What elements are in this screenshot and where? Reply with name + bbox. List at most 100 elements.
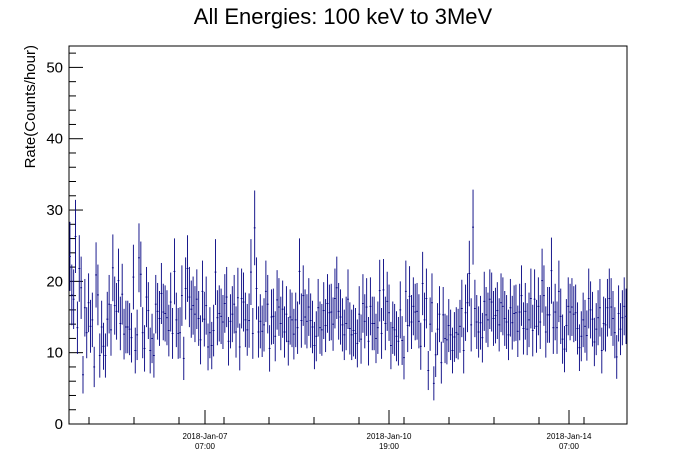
data-point <box>111 234 114 302</box>
data-point <box>106 291 109 347</box>
y-axis-label: Rate(Counts/hour) <box>22 45 39 168</box>
data-point <box>528 292 530 348</box>
y-tick-label: 50 <box>46 59 63 76</box>
data-point <box>87 273 90 333</box>
data-point <box>578 324 581 372</box>
data-point <box>505 295 508 349</box>
data-point <box>481 312 484 363</box>
data-point <box>192 276 195 335</box>
plot-area <box>68 45 628 425</box>
data-point <box>296 301 299 354</box>
data-point <box>244 292 247 348</box>
data-point <box>82 356 84 394</box>
data-point <box>444 313 446 364</box>
data-point <box>591 291 594 347</box>
data-point <box>123 308 125 360</box>
data-point <box>279 296 282 351</box>
data-point <box>214 239 217 306</box>
data-point <box>541 248 544 313</box>
x-tick-label-time: 07:00 <box>195 442 216 451</box>
data-point <box>179 307 181 359</box>
data-point <box>529 268 532 329</box>
data-point <box>184 257 187 320</box>
data-point <box>356 319 359 368</box>
data-point <box>427 350 430 391</box>
data-point <box>360 314 362 364</box>
data-point <box>80 256 83 319</box>
data-point <box>589 281 592 339</box>
data-point <box>623 277 626 336</box>
data-point <box>436 303 439 356</box>
y-tick-label: 0 <box>55 416 63 433</box>
data-point <box>70 264 73 326</box>
data-point <box>483 271 486 331</box>
data-point <box>132 244 135 310</box>
data-point <box>475 295 478 349</box>
data-point <box>330 283 333 341</box>
data-point <box>227 316 230 366</box>
data-point <box>421 251 424 316</box>
data-point <box>201 260 204 323</box>
data-point <box>612 291 614 346</box>
data-point <box>238 323 241 371</box>
data-point <box>384 296 387 351</box>
data-point <box>158 291 161 346</box>
data-point <box>285 286 288 343</box>
data-point <box>100 300 103 354</box>
data-point <box>459 299 461 353</box>
data-point <box>311 300 314 354</box>
data-point <box>550 237 553 304</box>
data-point <box>468 240 471 307</box>
data-point <box>166 290 168 346</box>
data-point <box>375 313 377 364</box>
data-point <box>554 283 557 341</box>
data-point <box>556 301 558 354</box>
data-point <box>348 302 351 355</box>
data-point <box>164 285 167 342</box>
data-point <box>511 295 514 350</box>
data-point <box>515 284 517 341</box>
data-point <box>447 299 450 353</box>
data-point <box>369 277 372 336</box>
data-point <box>561 314 564 364</box>
data-point <box>216 290 219 346</box>
data-point <box>177 308 180 359</box>
data-point <box>445 315 448 365</box>
data-point <box>199 315 202 365</box>
data-point <box>361 274 364 333</box>
data-point <box>576 302 579 355</box>
data-point <box>89 299 92 353</box>
data-point <box>175 292 178 348</box>
data-point <box>332 297 335 351</box>
data-point <box>186 235 189 302</box>
data-point <box>276 270 279 330</box>
data-point <box>509 278 512 337</box>
data-point <box>472 189 474 265</box>
x-tick-label-date: 2018-Jan-07 <box>183 432 228 441</box>
data-point <box>487 292 489 348</box>
data-point <box>477 306 480 358</box>
data-point <box>251 308 254 359</box>
data-point <box>268 325 271 372</box>
data-point <box>225 266 228 328</box>
data-point <box>440 341 443 384</box>
data-point <box>432 366 435 401</box>
data-point <box>306 294 308 349</box>
data-point <box>222 295 224 349</box>
data-point <box>543 265 545 326</box>
data-point <box>270 289 273 345</box>
x-tick-label-date: 2018-Jan-10 <box>367 432 412 441</box>
data-point <box>479 295 482 350</box>
data-point <box>119 296 122 351</box>
data-point <box>205 276 208 335</box>
data-point <box>74 199 77 274</box>
data-point <box>520 265 523 326</box>
data-point <box>434 332 437 378</box>
data-point <box>518 283 521 341</box>
data-point <box>395 311 398 362</box>
data-point <box>453 312 456 362</box>
data-point <box>313 321 316 370</box>
data-point <box>223 274 226 333</box>
data-point <box>212 304 215 357</box>
data-point <box>496 282 499 340</box>
